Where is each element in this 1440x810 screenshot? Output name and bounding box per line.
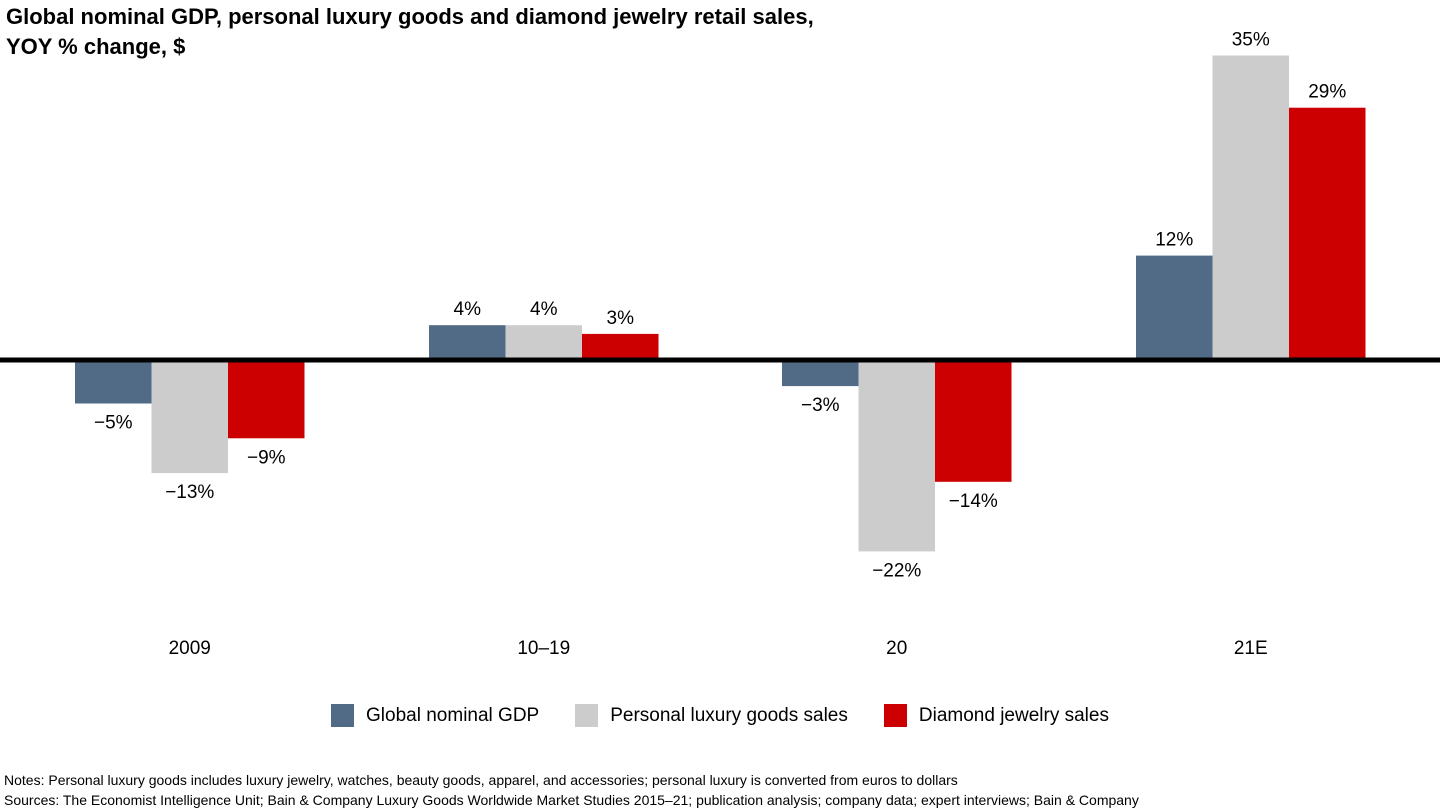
category-label-3: 21E	[1234, 638, 1268, 659]
bar-0-2	[782, 360, 859, 387]
legend-swatch-luxury	[575, 704, 599, 727]
footnotes: Notes: Personal luxury goods includes lu…	[4, 770, 1139, 810]
bar-1-2	[858, 360, 935, 552]
legend-label-diamond: Diamond jewelry sales	[918, 704, 1109, 726]
bar-1-0	[151, 360, 228, 474]
title-line-2: YOY % change, $	[6, 34, 186, 59]
bar-2-2	[935, 360, 1012, 482]
bar-2-3	[1289, 107, 1366, 360]
data-label-1-3: 35%	[1232, 30, 1270, 51]
data-label-2-3: 29%	[1308, 82, 1346, 103]
data-label-2-2: −14%	[949, 491, 998, 512]
legend-swatch-gdp	[331, 704, 355, 727]
data-label-0-2: −3%	[801, 395, 840, 416]
bar-chart: −5% 4% −3% 12% −13% 4% −22% 35% −9% 3% −14% 29% 2009…	[0, 30, 1440, 659]
bar-0-3	[1136, 255, 1213, 360]
legend-item-diamond: Diamond jewelry sales	[883, 704, 1109, 727]
data-label-1-2: −22%	[872, 560, 921, 581]
legend-label-luxury: Personal luxury goods sales	[610, 704, 848, 726]
legend-label-gdp: Global nominal GDP	[366, 704, 540, 726]
data-label-2-1: 3%	[607, 308, 635, 329]
legend-item-luxury: Personal luxury goods sales	[575, 704, 848, 727]
bar-0-0	[75, 360, 152, 404]
bar-2-0	[228, 360, 305, 439]
bar-0-1	[429, 325, 506, 360]
notes-line: Notes: Personal luxury goods includes lu…	[4, 772, 958, 788]
data-label-0-1: 4%	[454, 299, 482, 320]
data-label-0-0: −5%	[94, 413, 133, 434]
legend-item-gdp: Global nominal GDP	[331, 704, 539, 727]
title-line-1: Global nominal GDP, personal luxury good…	[6, 4, 814, 29]
category-label-1: 10–19	[517, 638, 570, 659]
legend-swatch-diamond	[883, 704, 907, 727]
data-label-1-0: −13%	[165, 482, 214, 503]
data-label-0-3: 12%	[1155, 230, 1193, 251]
legend: Global nominal GDP Personal luxury goods…	[0, 704, 1440, 727]
bar-1-3	[1212, 55, 1289, 360]
category-label-2: 20	[886, 638, 907, 659]
category-label-0: 2009	[169, 638, 211, 659]
chart-title: Global nominal GDP, personal luxury good…	[6, 2, 814, 62]
data-label-1-1: 4%	[530, 299, 558, 320]
bar-1-1	[505, 325, 582, 360]
data-label-2-0: −9%	[247, 447, 286, 468]
sources-line: Sources: The Economist Intelligence Unit…	[4, 792, 1139, 808]
bar-2-1	[582, 333, 659, 360]
